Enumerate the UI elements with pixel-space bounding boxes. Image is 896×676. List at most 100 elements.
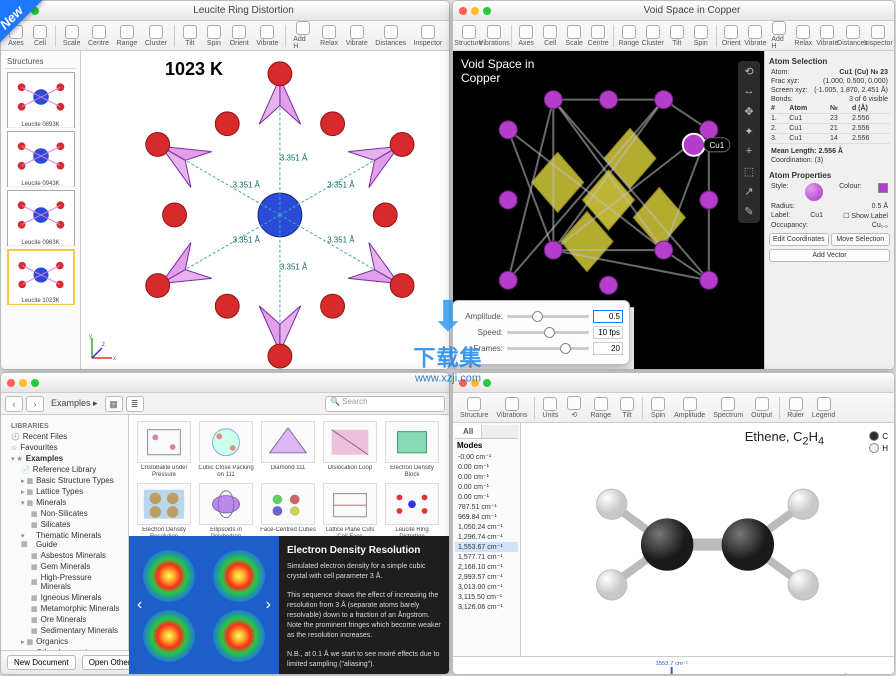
color-swatch[interactable] xyxy=(878,183,888,193)
mode-item[interactable]: 1,553.67 cm⁻¹ xyxy=(455,542,518,552)
tree-item[interactable]: ▾ ▦Minerals xyxy=(1,497,128,508)
toolbar-relax[interactable]: Relax xyxy=(792,24,814,48)
toolbar-range[interactable]: Range xyxy=(114,24,140,48)
grid-item[interactable]: Face-Centred Cubes xyxy=(259,483,317,541)
tab[interactable]: All xyxy=(455,425,482,438)
view-tool[interactable]: ↗ xyxy=(742,185,756,199)
frames-slider[interactable] xyxy=(507,347,589,350)
mode-item[interactable]: 1,577.71 cm⁻¹ xyxy=(455,552,518,562)
tree-item[interactable]: ▦High-Pressure Minerals xyxy=(1,572,128,592)
toolbar-spin[interactable]: Spin xyxy=(690,24,712,48)
molecule-view[interactable]: Ethene, C2H4 CH xyxy=(521,423,894,656)
toolbar-centre[interactable]: Centre xyxy=(587,24,609,48)
structure-thumb[interactable]: Leucite 0963K xyxy=(7,190,75,246)
toolbar-scale[interactable]: Scale xyxy=(563,24,585,48)
view-tool[interactable]: ⬚ xyxy=(742,165,756,179)
grid-view-button[interactable]: ▦ xyxy=(105,396,123,412)
toolbar-cell[interactable]: Cell xyxy=(539,24,561,48)
search-input[interactable]: 🔍 Search xyxy=(325,396,445,412)
forward-button[interactable]: › xyxy=(26,396,44,412)
tree-item[interactable]: ▦Sedimentary Minerals xyxy=(1,625,128,636)
toolbar-vibrate[interactable]: Vibrate xyxy=(254,24,282,48)
toolbar-tilt[interactable]: Tilt xyxy=(666,24,688,48)
toolbar-ruler[interactable]: Ruler xyxy=(784,396,807,420)
toolbar-centre[interactable]: Centre xyxy=(85,24,112,48)
mode-item[interactable]: 0.00 cm⁻¹ xyxy=(455,492,518,502)
grid-item[interactable]: Electron Density Block xyxy=(383,421,441,479)
grid-item[interactable]: Cristobalite under Pressure xyxy=(135,421,193,479)
tree-item[interactable]: ▾ ▦Thematic Minerals Guide xyxy=(1,530,128,550)
toolbar-vibrations[interactable]: Vibrations xyxy=(493,396,530,420)
tree-item[interactable]: ▦Non-Silicates xyxy=(1,508,128,519)
prev-button[interactable]: ‹ xyxy=(131,590,148,620)
view-tool[interactable]: ✦ xyxy=(742,125,756,139)
mode-item[interactable]: 2,993.57 cm⁻¹ xyxy=(455,572,518,582)
toolbar-distances[interactable]: Distances xyxy=(840,24,864,48)
toolbar-⟲[interactable]: ⟲ xyxy=(563,395,585,420)
toolbar-inspector[interactable]: Inspector xyxy=(867,24,890,48)
mode-item[interactable]: 1,296.74 cm⁻¹ xyxy=(455,532,518,542)
toolbar-tilt[interactable]: Tilt xyxy=(179,24,201,48)
back-button[interactable]: ‹ xyxy=(5,396,23,412)
mode-item[interactable]: 3,013.00 cm⁻¹ xyxy=(455,582,518,592)
toolbar-axes[interactable]: Axes xyxy=(515,24,537,48)
toolbar-add h[interactable]: Add H xyxy=(768,21,790,51)
toolbar-vibrate[interactable]: Vibrate xyxy=(744,24,766,48)
view-tool[interactable]: ↔ xyxy=(742,85,756,99)
amplitude-value[interactable]: 0.5 xyxy=(593,310,623,323)
view-tool[interactable]: + xyxy=(742,145,756,159)
3d-viewport[interactable]: 1023 K 3.351 Å3.351 Å3.351 Å3.351 Å3.351… xyxy=(81,51,449,369)
view-tool[interactable]: ✎ xyxy=(742,205,756,219)
view-tool[interactable]: ✥ xyxy=(742,105,756,119)
window-controls[interactable] xyxy=(7,379,39,387)
grid-item[interactable]: Dislocation Loop xyxy=(321,421,379,479)
mode-item[interactable]: 0.00 cm⁻¹ xyxy=(455,472,518,482)
mode-item[interactable]: 3,115.50 cm⁻¹ xyxy=(455,592,518,602)
structure-thumb[interactable]: Leucite 0893K xyxy=(7,72,75,128)
amplitude-slider[interactable] xyxy=(507,315,589,318)
grid-item[interactable]: Ellipsoids in Polyhedron xyxy=(197,483,255,541)
tree-item[interactable]: ▾ ★Examples xyxy=(1,453,128,464)
mode-item[interactable]: 2,168.10 cm⁻¹ xyxy=(455,562,518,572)
tree-item[interactable]: ▾ ▦Other Inorganics xyxy=(1,647,128,650)
move-sel-button[interactable]: Move Selection xyxy=(831,233,891,246)
structure-thumb[interactable]: Leucite 0943K xyxy=(7,131,75,187)
mode-item[interactable]: 0.00 cm⁻¹ xyxy=(455,482,518,492)
toolbar-output[interactable]: Output xyxy=(748,396,775,420)
tree-item[interactable]: 📄Reference Library xyxy=(1,464,128,475)
next-button[interactable]: › xyxy=(260,590,277,620)
toolbar-cluster[interactable]: Cluster xyxy=(142,24,170,48)
tree-item[interactable]: ▦Silicates xyxy=(1,519,128,530)
toolbar-relax[interactable]: Relax xyxy=(317,24,341,48)
grid-item[interactable]: Cubic Close Packing on 111 xyxy=(197,421,255,479)
tree-item[interactable]: ☆Favourites xyxy=(1,442,128,453)
toolbar-spin[interactable]: Spin xyxy=(647,396,669,420)
toolbar-orient[interactable]: Orient xyxy=(720,24,742,48)
mode-item[interactable]: 1,050.24 cm⁻¹ xyxy=(455,522,518,532)
toolbar-inspector[interactable]: Inspector xyxy=(411,24,445,48)
mode-item[interactable]: 3,126.06 cm⁻¹ xyxy=(455,602,518,612)
toolbar-vibrations[interactable]: Vibrations xyxy=(482,24,507,48)
grid-item[interactable]: Lattice Plane Cuts Cell Face xyxy=(321,483,379,541)
window-controls[interactable] xyxy=(459,7,491,15)
toolbar-structure[interactable]: Structure xyxy=(457,396,491,420)
grid-item[interactable]: Electron Density Resolution xyxy=(135,483,193,541)
spectrum-plot[interactable]: 050010001500200025003000Frequency (cm⁻¹)… xyxy=(453,656,894,675)
toolbar-orient[interactable]: Orient xyxy=(227,24,252,48)
view-tool[interactable]: ⟲ xyxy=(742,65,756,79)
mode-item[interactable]: -0.00 cm⁻¹ xyxy=(455,452,518,462)
toolbar-legend[interactable]: Legend xyxy=(809,396,838,420)
tree-item[interactable]: ▦Metamorphic Minerals xyxy=(1,603,128,614)
mode-item[interactable]: 969.84 cm⁻¹ xyxy=(455,512,518,522)
mode-item[interactable]: 0.00 cm⁻¹ xyxy=(455,462,518,472)
toolbar-add h[interactable]: Add H xyxy=(290,21,315,51)
toolbar-vibrate[interactable]: Vibrate xyxy=(343,24,371,48)
toolbar-tilt[interactable]: Tilt xyxy=(616,396,638,420)
tree-item[interactable]: ▦Ore Minerals xyxy=(1,614,128,625)
tree-item[interactable]: ▸ ▦Organics xyxy=(1,636,128,647)
tree-item[interactable]: ▦Asbestos Minerals xyxy=(1,550,128,561)
speed-slider[interactable] xyxy=(507,331,589,334)
new-doc-button[interactable]: New Document xyxy=(7,655,76,670)
frames-value[interactable]: 20 xyxy=(593,342,623,355)
toolbar-amplitude[interactable]: Amplitude xyxy=(671,396,708,420)
